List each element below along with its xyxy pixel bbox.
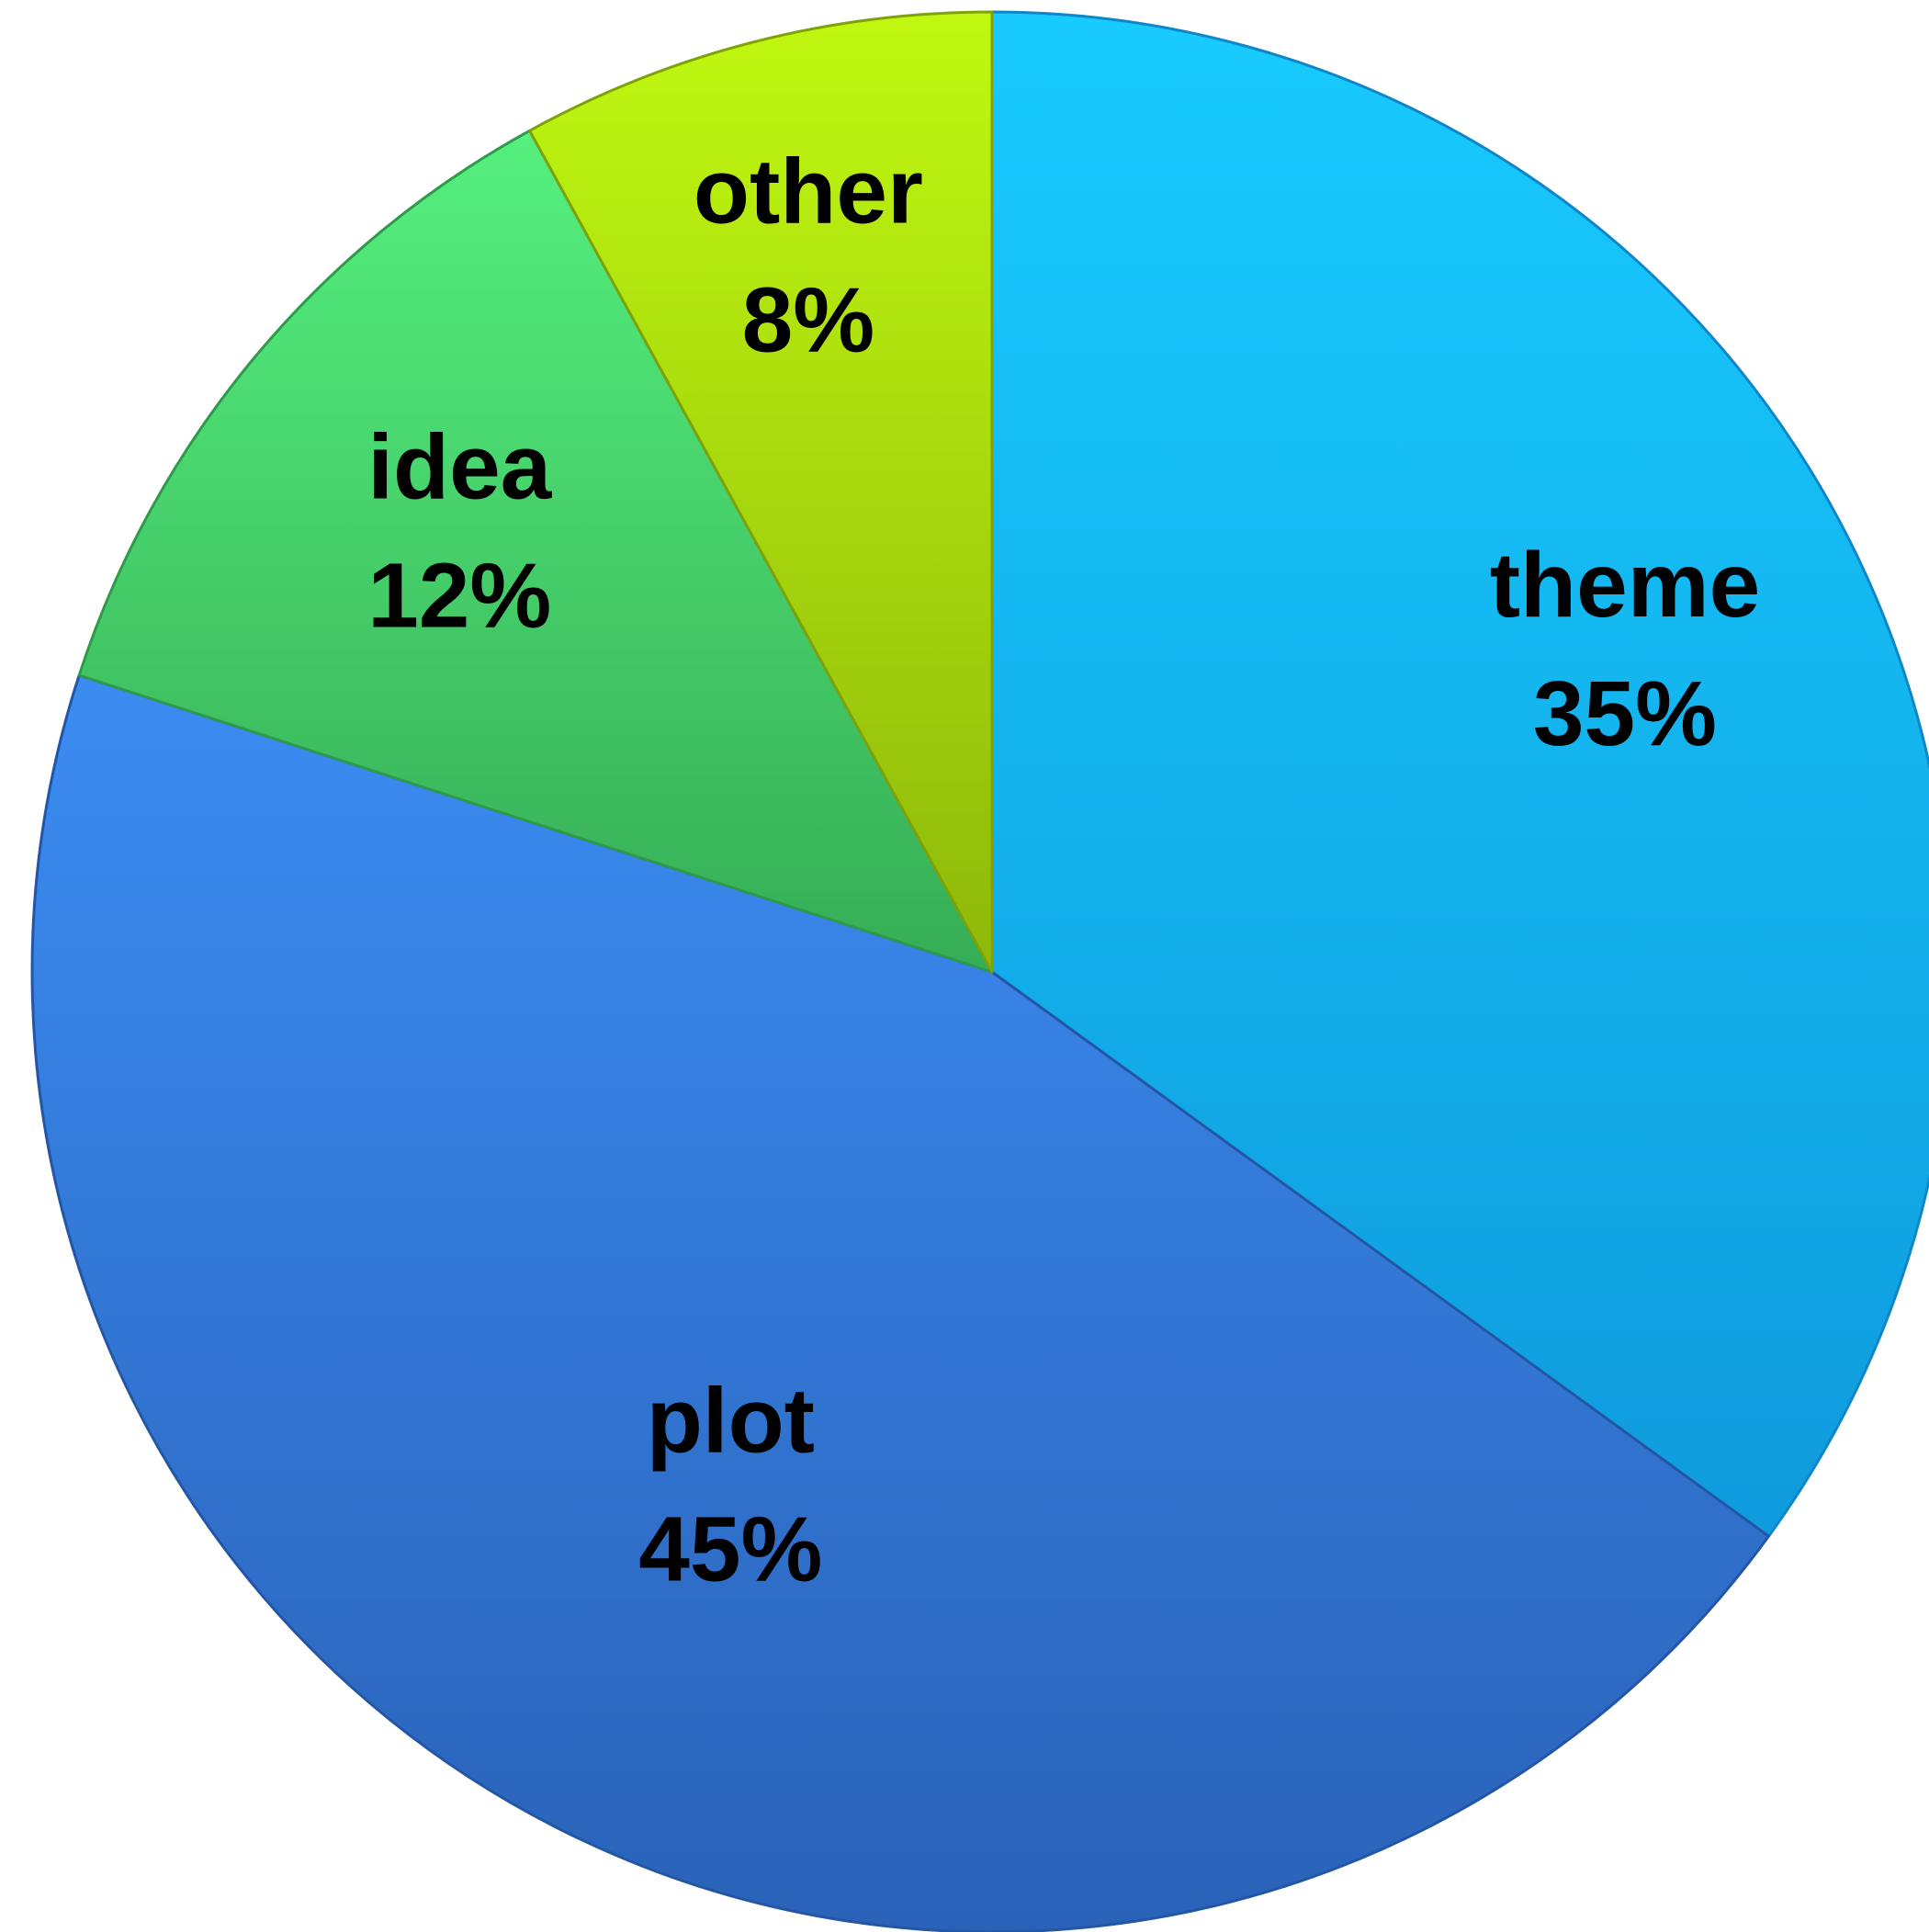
slice-value-plot: 45% xyxy=(638,1498,822,1601)
slice-label-theme: theme xyxy=(1490,534,1761,637)
slice-value-idea: 12% xyxy=(367,544,551,647)
pie-slice-theme xyxy=(990,10,1929,1538)
slice-label-idea: idea xyxy=(367,415,552,518)
labels-layer: theme 35% plot 45% idea 12% other 8% xyxy=(367,141,1760,1601)
pie-slice-idea xyxy=(77,129,994,974)
slices-layer xyxy=(30,10,1929,1932)
slice-value-other: 8% xyxy=(742,269,875,372)
pie-slice-other xyxy=(528,10,994,974)
slice-value-theme: 35% xyxy=(1533,662,1717,765)
slice-label-plot: plot xyxy=(647,1370,815,1473)
pie-slice-plot xyxy=(30,673,1770,1932)
slice-label-other: other xyxy=(694,141,923,243)
